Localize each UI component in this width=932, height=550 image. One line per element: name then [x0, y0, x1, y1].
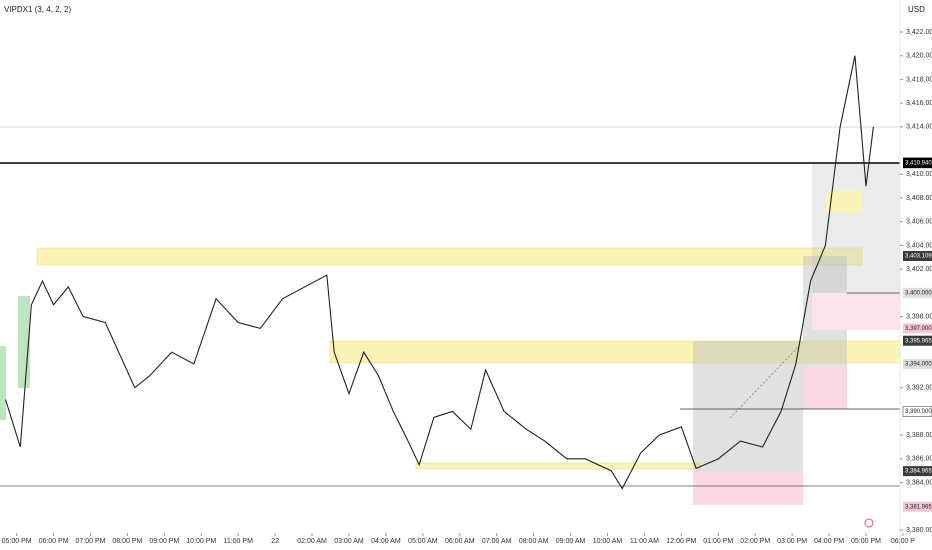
x-tick-label: 10:00 PM — [186, 538, 216, 545]
x-tick-label: 08:00 PM — [112, 538, 142, 545]
x-tick-label: 05:00 AM — [408, 538, 438, 545]
x-tick-label: 07:00 AM — [482, 538, 512, 545]
x-tick-label: 02:00 AM — [297, 538, 327, 545]
price-label: 3,400.000 — [905, 290, 932, 296]
price-label: 3,394.000 — [905, 362, 932, 368]
x-tick-label: 04:00 PM — [814, 538, 844, 545]
zone — [803, 366, 847, 409]
y-tick-label: 3,380.000 — [906, 527, 932, 534]
price-label: 3,381.965 — [905, 504, 932, 510]
x-tick-label: 04:00 AM — [371, 538, 401, 545]
y-tick-label: 3,406.000 — [906, 219, 932, 226]
price-label-box — [903, 287, 932, 298]
y-tick-label: 3,402.000 — [906, 266, 932, 273]
x-tick-label: 01:00 PM — [703, 538, 733, 545]
x-tick-label: 07:00 PM — [75, 538, 105, 545]
event-icon — [864, 518, 874, 528]
zone — [812, 293, 900, 330]
price-label: 3,395.965 — [905, 338, 932, 344]
x-tick-label: 06:00 AM — [445, 538, 475, 545]
x-tick-label: 03:00 PM — [777, 538, 807, 545]
x-tick-label: 09:00 PM — [149, 538, 179, 545]
x-tick-label: 11:00 AM — [630, 538, 659, 545]
y-tick-label: 3,414.000 — [906, 124, 932, 131]
x-tick-label: 11:00 PM — [223, 538, 253, 545]
x-tick-label: 10:00 AM — [593, 538, 623, 545]
projection-line — [729, 344, 801, 419]
x-tick-label: 22 — [271, 538, 279, 545]
zone — [0, 346, 6, 420]
x-tick-label: 05:00 PM — [851, 538, 881, 545]
price-label-box — [903, 158, 932, 169]
y-tick-label: 3,420.000 — [906, 53, 932, 60]
y-tick-label: 3,404.000 — [906, 242, 932, 249]
x-tick-label: 12:00 PM — [666, 538, 696, 545]
price-label: 3,384.965 — [905, 469, 932, 475]
x-tick-label: 09:00 AM — [556, 538, 586, 545]
y-tick-label: 3,384.000 — [906, 479, 932, 486]
price-label-box — [902, 406, 932, 417]
zones — [0, 126, 901, 505]
y-tick-label: 3,422.000 — [906, 29, 932, 36]
y-tick-label: 3,416.000 — [906, 100, 932, 107]
price-label-box — [903, 251, 932, 262]
zone — [36, 247, 863, 266]
price-line — [5, 55, 874, 490]
y-tick-label: 3,398.000 — [906, 313, 932, 320]
price-label-box — [903, 466, 932, 477]
zone — [415, 462, 701, 470]
y-tick-label: 3,386.000 — [906, 456, 932, 463]
price-label: 3,410.940 — [905, 161, 932, 167]
currency: USD — [908, 5, 925, 14]
symbol-title: VIPDX1 (3, 4, 2, 2) — [4, 5, 71, 14]
y-tick-label: 3,408.000 — [906, 195, 932, 202]
y-tick-label: 3,392.000 — [906, 385, 932, 392]
price-label: 3,403.109 — [905, 254, 932, 260]
zone — [812, 163, 900, 293]
zone — [693, 341, 803, 472]
zone — [826, 190, 862, 213]
y-tick-label: 3,388.000 — [906, 432, 932, 439]
y-tick-label: 3,418.000 — [906, 76, 932, 83]
price-label-box — [903, 501, 932, 512]
x-tick-label: 06:00 PM — [39, 538, 69, 545]
y-tick-label: 3,410.000 — [906, 171, 932, 178]
zone — [693, 472, 803, 505]
x-tick-label: 03:00 AM — [334, 538, 364, 545]
x-tick-label: 02:00 PM — [740, 538, 770, 545]
x-tick-label: 05:00 PM — [2, 538, 32, 545]
x-tick-label: 08:00 AM — [519, 538, 549, 545]
price-label-box — [903, 335, 932, 346]
price-label: 3,390.000 — [905, 409, 932, 415]
price-label-box — [903, 323, 932, 334]
price-label-box — [903, 359, 932, 370]
x-tick-label: 06:00 P — [891, 538, 915, 545]
price-label: 3,397.000 — [905, 326, 932, 332]
